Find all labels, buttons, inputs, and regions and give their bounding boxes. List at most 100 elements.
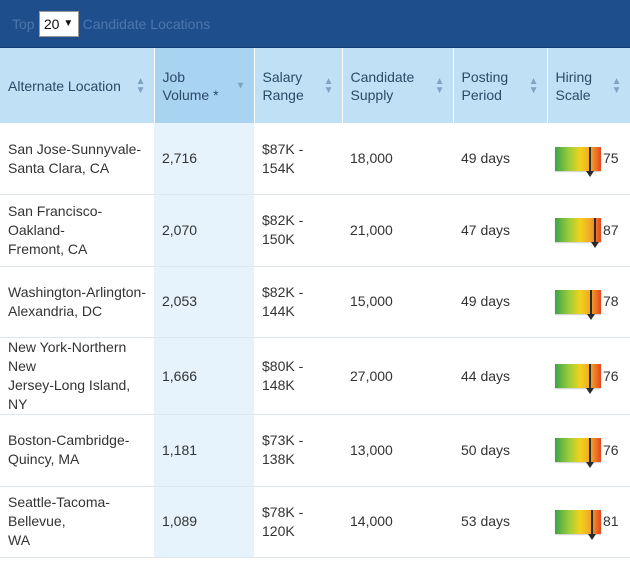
location-line: San Jose-Sunnyvale-: [8, 140, 142, 157]
hiring-scale-marker: [589, 146, 591, 171]
col-header-label: Scale: [555, 86, 591, 103]
hiring-scale-value: 78: [603, 293, 619, 310]
table-row[interactable]: San Jose-Sunnyvale- Santa Clara, CA 2,716 $…: [0, 123, 630, 195]
sort-icon[interactable]: ▲ ▼: [611, 75, 622, 96]
col-header-label: Supply: [350, 86, 394, 103]
cell-job-volume: 2,070: [154, 194, 254, 267]
cell-candidate-supply: 21,000: [342, 194, 453, 267]
cell-hiring-scale: 75: [547, 123, 630, 195]
hiring-scale-gauge: [555, 509, 601, 540]
col-header-posting-period[interactable]: Posting Period ▲ ▼: [453, 48, 548, 123]
hiring-scale-value: 76: [603, 441, 619, 458]
col-header-label: Job: [162, 68, 186, 85]
cell-hiring-scale: 76: [547, 414, 630, 487]
cell-candidate-supply: 15,000: [342, 266, 453, 338]
table-row[interactable]: New York-Northern New Jersey-Long Island,…: [0, 337, 630, 415]
cell-job-volume: 2,716: [154, 123, 254, 195]
hiring-scale-value: 75: [603, 150, 619, 166]
table-row[interactable]: San Francisco-Oakland- Fremont, CA 2,070 $8…: [0, 194, 630, 267]
hiring-scale-gauge: [555, 438, 601, 469]
col-header-candidate-supply[interactable]: Candidate Supply ▲ ▼: [342, 48, 454, 123]
cell-job-volume: 2,053: [154, 266, 254, 338]
hiring-scale-gauge: [555, 364, 601, 394]
cell-location: Washington-Arlington- Alexandria, DC: [0, 266, 154, 338]
hiring-scale-value: 87: [603, 221, 619, 238]
cell-location: Seattle-Tacoma-Bellevue, WA: [0, 486, 154, 558]
table-row[interactable]: Seattle-Tacoma-Bellevue, WA 1,089 $78K - 12…: [0, 486, 630, 558]
cell-job-volume: 1,181: [154, 414, 254, 487]
sort-icon[interactable]: ▲ ▼: [135, 75, 146, 96]
sort-icon[interactable]: ▲ ▼: [528, 75, 539, 96]
col-header-label: Volume *: [162, 86, 219, 103]
table-row[interactable]: Washington-Arlington- Alexandria, DC 2,053…: [0, 266, 630, 338]
hiring-scale-pointer-icon: [586, 170, 594, 177]
cell-hiring-scale: 87: [547, 194, 630, 267]
cell-candidate-supply: 14,000: [342, 486, 453, 558]
top-locations-bar: Top 20 ▼ Candidate Locations: [0, 0, 630, 48]
hiring-scale-pointer-icon: [587, 313, 595, 320]
dropdown-caret-icon: ▼: [63, 18, 74, 29]
cell-posting-period: 47 days: [453, 194, 547, 267]
cell-salary-range: $82K - 144K: [254, 266, 342, 338]
top-prefix-label: Top: [12, 15, 35, 32]
table-row[interactable]: Boston-Cambridge- Quincy, MA 1,181 $73K - 1…: [0, 414, 630, 487]
hiring-scale-gauge: [555, 218, 601, 249]
cell-posting-period: 50 days: [453, 414, 547, 487]
location-line: WA: [8, 532, 31, 549]
cell-location: Boston-Cambridge- Quincy, MA: [0, 414, 154, 487]
cell-hiring-scale: 78: [547, 266, 630, 338]
cell-salary-range: $82K - 150K: [254, 194, 342, 267]
col-header-label: Range: [262, 86, 304, 103]
hiring-scale-marker: [589, 364, 591, 388]
cell-salary-range: $78K - 120K: [254, 486, 342, 558]
hiring-scale: 78: [555, 289, 622, 320]
hiring-scale-pointer-icon: [588, 533, 596, 540]
candidate-locations-label: Candidate Locations: [82, 15, 211, 32]
col-header-label: Period: [461, 86, 502, 103]
col-header-salary-range[interactable]: Salary Range ▲ ▼: [254, 48, 343, 123]
hiring-scale-pointer-icon: [591, 242, 599, 249]
location-line: New York-Northern New: [8, 339, 127, 374]
col-header-hiring-scale[interactable]: Hiring Scale ▲ ▼: [547, 48, 630, 123]
locations-table: Alternate Location ▲ ▼ Job Volume * ▼ Sal…: [0, 48, 630, 558]
col-header-label: Salary: [262, 68, 303, 85]
location-count-select[interactable]: 20 ▼: [38, 10, 79, 37]
cell-salary-range: $87K - 154K: [254, 123, 342, 195]
location-line: Jersey-Long Island, NY: [8, 377, 131, 412]
cell-posting-period: 44 days: [453, 337, 547, 415]
hiring-scale-gauge: [555, 146, 601, 177]
hiring-scale-pointer-icon: [586, 462, 594, 469]
hiring-scale-marker: [591, 509, 593, 534]
cell-job-volume: 1,089: [154, 486, 254, 558]
sort-icon[interactable]: ▲ ▼: [323, 75, 334, 96]
location-line: Seattle-Tacoma-Bellevue,: [8, 494, 110, 530]
cell-location: San Francisco-Oakland- Fremont, CA: [0, 194, 154, 267]
col-header-location[interactable]: Alternate Location ▲ ▼: [0, 48, 155, 123]
sort-icon[interactable]: ▲ ▼: [434, 75, 445, 96]
cell-hiring-scale: 76: [547, 337, 630, 415]
hiring-scale: 75: [555, 146, 622, 177]
location-line: San Francisco-Oakland-: [8, 202, 103, 238]
col-header-label: Alternate Location: [8, 77, 121, 94]
location-line: Washington-Arlington-: [8, 283, 146, 300]
hiring-scale-marker: [589, 438, 591, 463]
hiring-scale: 87: [555, 218, 622, 249]
location-line: Santa Clara, CA: [8, 159, 110, 176]
hiring-scale-value: 81: [603, 513, 619, 530]
cell-location: New York-Northern New Jersey-Long Island,…: [0, 337, 154, 415]
table-header-row: Alternate Location ▲ ▼ Job Volume * ▼ Sal…: [0, 48, 630, 123]
cell-posting-period: 49 days: [453, 266, 547, 338]
col-header-job-volume[interactable]: Job Volume * ▼: [154, 48, 255, 123]
hiring-scale-marker: [594, 218, 596, 243]
hiring-scale-pointer-icon: [586, 388, 594, 394]
location-count-value: 20: [43, 15, 60, 32]
location-line: Boston-Cambridge-: [8, 432, 130, 449]
cell-hiring-scale: 81: [547, 486, 630, 558]
location-line: Alexandria, DC: [8, 302, 103, 319]
hiring-scale: 76: [555, 364, 622, 394]
sort-desc-icon[interactable]: ▼: [235, 80, 246, 91]
hiring-scale-gauge: [555, 289, 601, 320]
cell-candidate-supply: 27,000: [342, 337, 453, 415]
cell-location: San Jose-Sunnyvale- Santa Clara, CA: [0, 123, 154, 195]
location-line: Fremont, CA: [8, 240, 88, 257]
